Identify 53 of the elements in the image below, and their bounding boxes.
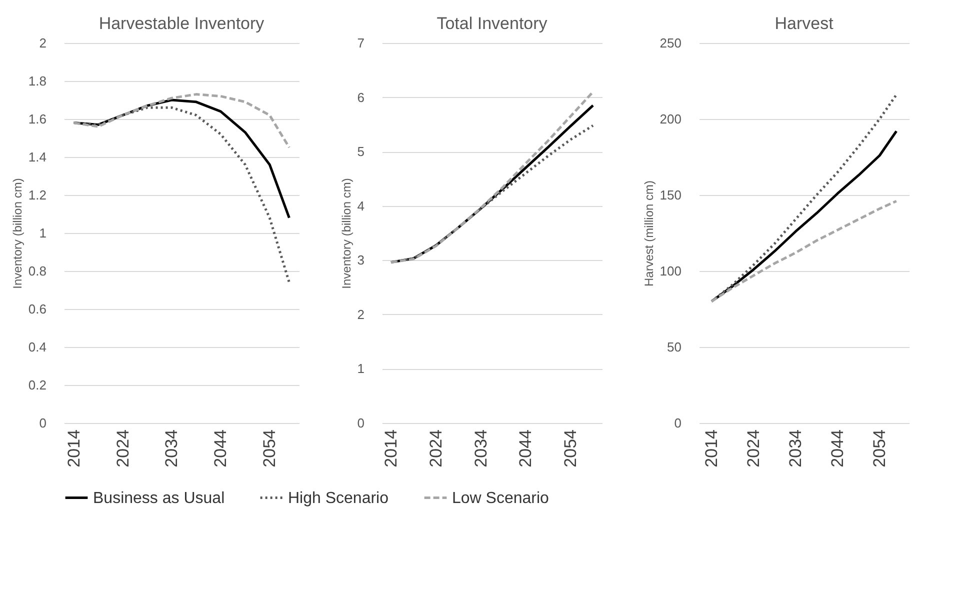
x-tick-label: 2044 <box>516 430 536 468</box>
y-tick-label: 6 <box>357 90 364 105</box>
x-tick-label: 2014 <box>702 430 722 468</box>
y-tick-label: 2 <box>39 36 46 50</box>
y-tick-label: 150 <box>660 188 682 202</box>
y-tick-label: 0.4 <box>28 340 46 354</box>
x-tick-label: 2054 <box>561 430 580 468</box>
chart-title: Harvest <box>774 14 834 33</box>
x-tick-label: 2014 <box>381 430 400 468</box>
y-tick-label: 1.8 <box>28 74 46 88</box>
y-tick-label: 7 <box>357 36 364 50</box>
legend-label: Low Scenario <box>452 490 550 507</box>
y-tick-label: 0.2 <box>28 378 46 392</box>
y-tick-label: 0 <box>357 416 364 430</box>
legend-label: High Scenario <box>288 490 389 507</box>
y-axis-title: Harvest (million cm) <box>642 180 656 287</box>
y-tick-label: 2 <box>357 306 364 322</box>
x-tick-label: 2044 <box>828 430 848 468</box>
y-tick-label: 0 <box>39 416 46 430</box>
x-tick-label: 2034 <box>786 430 806 468</box>
y-tick-label: 200 <box>660 112 682 126</box>
line-series <box>72 106 290 284</box>
chart-title: Total Inventory <box>436 14 548 33</box>
y-axis-title: Inventory (billion cm) <box>339 178 354 289</box>
line-series <box>710 200 898 303</box>
y-tick-label: 0.8 <box>28 264 46 278</box>
x-tick-label: 2024 <box>744 430 764 468</box>
y-tick-label: 4 <box>357 198 364 214</box>
chart-title: Harvestable Inventory <box>98 14 265 33</box>
x-tick-label: 2054 <box>870 430 890 468</box>
x-tick-label: 2024 <box>113 430 132 468</box>
x-tick-label: 2034 <box>162 430 182 468</box>
y-tick-label: 1.6 <box>28 112 46 126</box>
y-tick-label: 50 <box>667 340 682 354</box>
y-tick-label: 5 <box>357 144 364 160</box>
y-tick-label: 0.6 <box>28 302 46 316</box>
x-tick-label: 2034 <box>471 430 490 468</box>
x-tick-label: 2054 <box>260 430 280 468</box>
x-tick-label: 2044 <box>211 430 230 468</box>
y-tick-label: 1.4 <box>28 150 46 164</box>
y-axis-title: Inventory (billion cm) <box>10 178 24 289</box>
y-tick-label: 3 <box>357 252 364 268</box>
y-tick-label: 1 <box>39 226 46 240</box>
y-tick-label: 100 <box>660 264 682 278</box>
x-tick-label: 2014 <box>64 430 84 468</box>
line-series <box>72 93 290 149</box>
x-tick-label: 2024 <box>426 430 446 468</box>
legend-label: Business as Usual <box>93 490 225 507</box>
line-series <box>710 93 898 303</box>
y-tick-label: 250 <box>660 36 682 50</box>
y-tick-label: 0 <box>674 416 682 430</box>
y-tick-label: 1.2 <box>28 188 46 202</box>
y-tick-label: 1 <box>357 361 364 376</box>
